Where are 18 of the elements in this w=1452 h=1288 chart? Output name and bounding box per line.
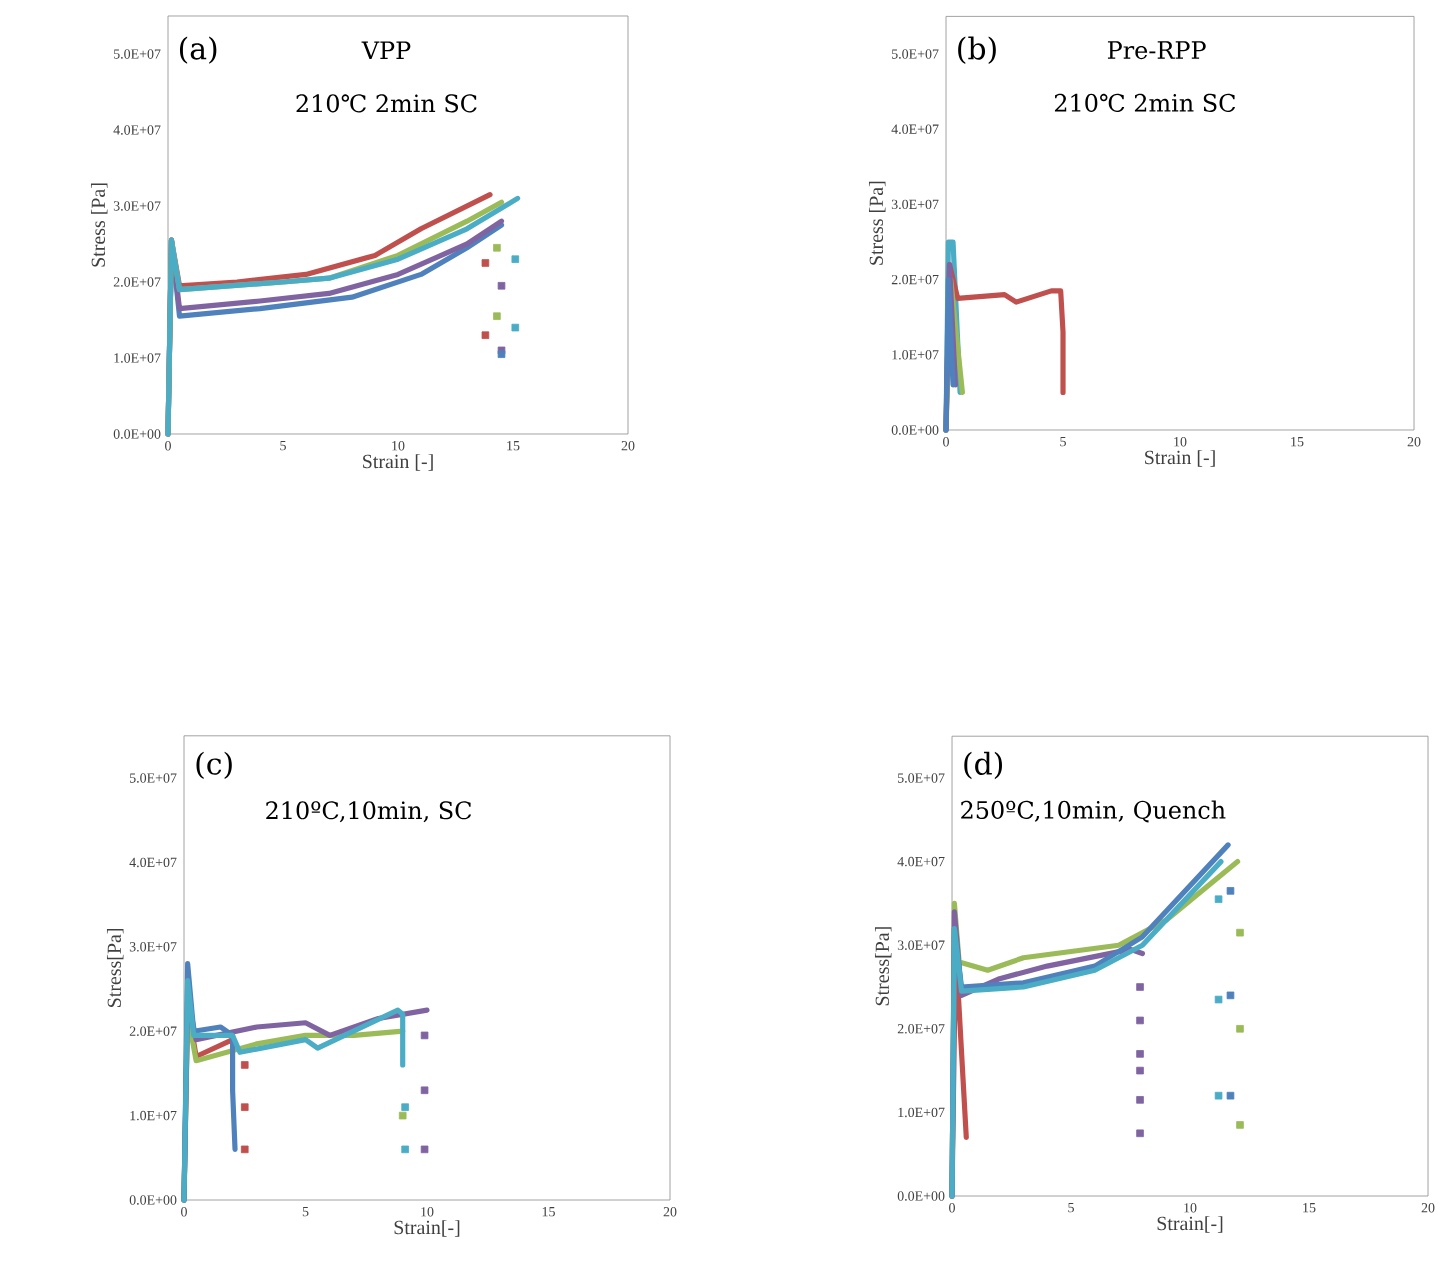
annotation: (a)	[179, 36, 217, 64]
x-axis-title: Strain [-]	[363, 454, 433, 471]
x-axis-title: Strain[-]	[1157, 1216, 1223, 1233]
annotation: VPP	[361, 41, 411, 59]
x-axis-title: Strain [-]	[1145, 450, 1215, 467]
annotation: Pre-RPP	[1107, 41, 1206, 60]
annotation: (d)	[964, 751, 1002, 780]
y-axis-title: Stress[Pa]	[106, 928, 124, 1007]
y-axis-title: Stress[Pa]	[874, 927, 892, 1006]
y-axis-title: Stress [Pa]	[868, 181, 886, 265]
annotation: 210ºC,10min, SC	[266, 801, 472, 823]
x-axis-title: Strain[-]	[394, 1220, 460, 1237]
y-axis-title: Stress [Pa]	[90, 183, 108, 267]
annotation: 210℃ 2min SC	[1054, 93, 1236, 112]
annotation: (c)	[196, 751, 232, 780]
annotation: (b)	[958, 36, 996, 64]
annotation: 210℃ 2min SC	[296, 94, 477, 113]
annotation: 250ºC,10min, Quench	[961, 800, 1226, 823]
